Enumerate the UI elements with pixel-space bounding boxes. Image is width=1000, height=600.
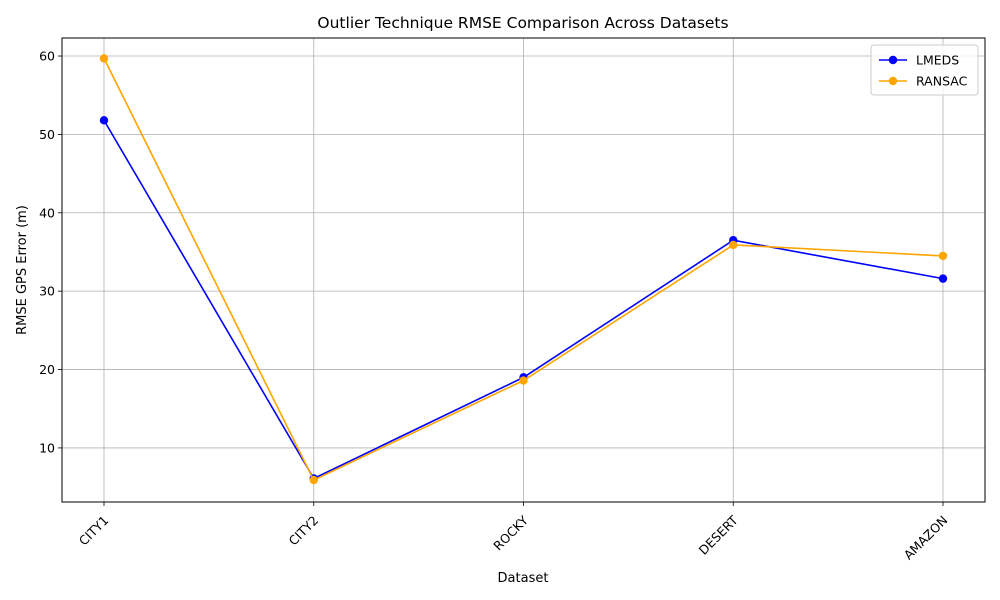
data-point-lmeds [938,274,948,283]
x-axis-label: Dataset [498,571,549,586]
series-lines [99,54,948,485]
y-axis-label: RMSE GPS Error (m) [15,205,30,335]
legend-marker [888,76,898,86]
data-point-ransac [938,251,948,261]
y-tick-label: 30 [39,284,55,299]
y-axis: 10 20 30 40 50 60 [39,49,62,455]
chart-title: Outlier Technique RMSE Comparison Across… [317,14,728,32]
legend-label: LMEDS [916,53,959,68]
data-point-ransac [99,54,109,63]
y-tick-label: 10 [39,440,55,455]
legend: LMEDS RANSAC [870,44,979,96]
data-point-lmeds [99,116,109,125]
y-tick-label: 60 [39,49,55,64]
legend-box [870,44,979,96]
data-point-ransac [729,240,738,250]
legend-marker [888,55,898,65]
y-tick-label: 40 [39,205,55,220]
y-tick-label: 50 [39,127,55,142]
data-point-ransac [309,475,318,485]
y-tick-label: 20 [39,362,55,377]
grid [62,38,985,502]
data-point-ransac [519,376,528,385]
legend-label: RANSAC [916,74,968,89]
